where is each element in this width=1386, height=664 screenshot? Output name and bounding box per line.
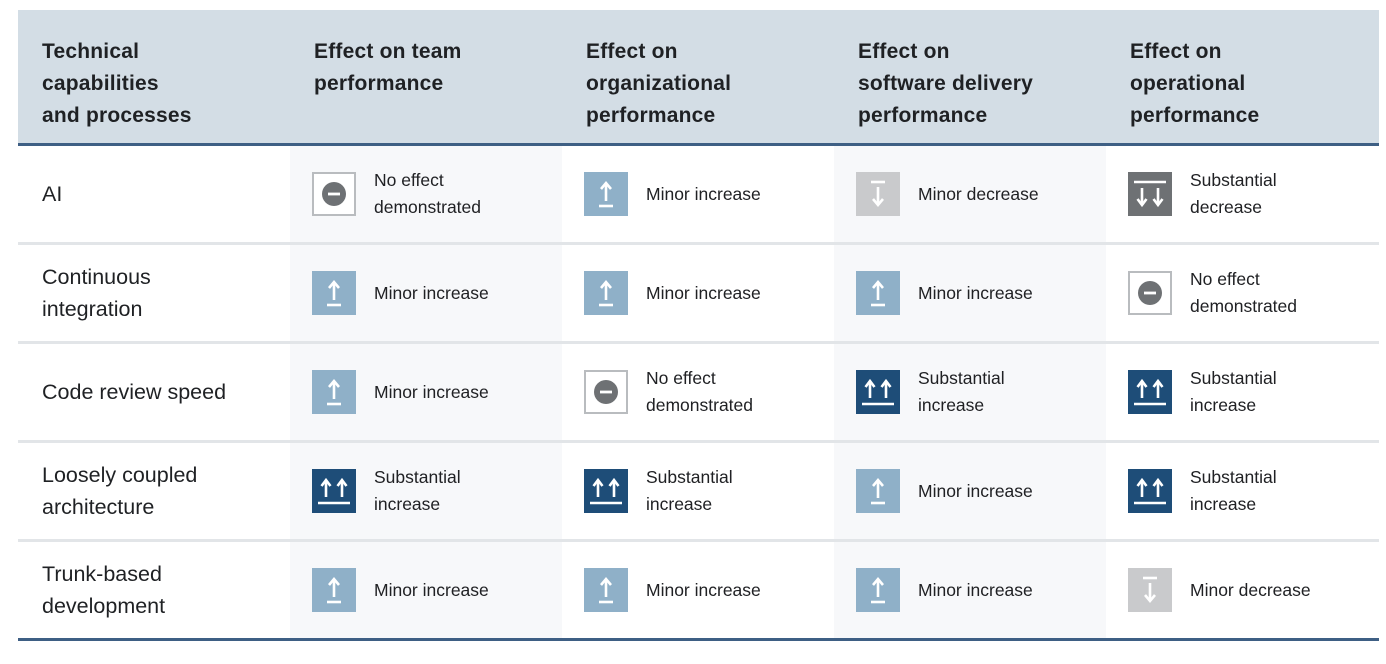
effect-cell: Minor increase [834,542,1106,638]
no-effect-icon [1128,271,1172,315]
table-row: Continuous integration Minor increase Minor… [18,245,1379,344]
effect-label: Minor increase [646,579,761,600]
effect-label: Substantial decrease [1190,170,1277,217]
header-team-performance: Effect on team performance [314,40,462,95]
minor-increase-icon [856,469,900,513]
effect-label: Minor increase [374,381,489,402]
table-row: Loosely coupled architecture Substantial in… [18,443,1379,542]
table-row: AI No effect demonstrated Minor increase Min… [18,146,1379,245]
minor-decrease-icon [1128,568,1172,612]
effect-cell: Minor increase [290,542,562,638]
header-software-delivery-performance: Effect on software delivery performance [858,40,1033,127]
row-label: Code review speed [42,380,227,404]
effect-cell: Substantial increase [562,443,834,539]
effect-cell: Substantial increase [1106,443,1379,539]
row-label: Trunk-based development [42,562,166,618]
minor-increase-icon [856,271,900,315]
minor-decrease-icon [856,172,900,216]
effect-label: Minor increase [374,579,489,600]
effect-cell: No effect demonstrated [562,344,834,440]
effect-cell: Minor increase [562,245,834,341]
minor-increase-icon [312,568,356,612]
row-label: Loosely coupled architecture [42,463,198,519]
effect-label: No effect demonstrated [1190,269,1298,316]
effect-cell: Substantial increase [290,443,562,539]
effect-label: Minor increase [918,282,1033,303]
substantial-increase-icon [1128,370,1172,414]
row-label: Continuous integration [42,265,151,321]
effect-label: No effect demonstrated [646,368,754,415]
effects-table: Technical capabilities and processes Effec… [18,10,1379,641]
minor-increase-icon [312,370,356,414]
effect-label: Minor decrease [1190,579,1311,600]
effect-label: Minor decrease [918,183,1039,204]
effect-cell: Minor increase [562,542,834,638]
effect-label: Substantial increase [374,467,461,514]
substantial-increase-icon [584,469,628,513]
minor-increase-icon [312,271,356,315]
effect-label: Minor increase [646,183,761,204]
effect-cell: Minor increase [834,443,1106,539]
effect-label: Minor increase [374,282,489,303]
substantial-increase-icon [1128,469,1172,513]
substantial-increase-icon [856,370,900,414]
effect-cell: Substantial decrease [1106,146,1379,242]
effect-cell: No effect demonstrated [1106,245,1379,341]
effect-cell: Substantial increase [1106,344,1379,440]
minor-increase-icon [584,271,628,315]
effect-label: Minor increase [646,282,761,303]
effect-cell: Substantial increase [834,344,1106,440]
row-label: AI [42,182,63,206]
header-operational-performance: Effect on operational performance [1130,40,1260,127]
minor-increase-icon [856,568,900,612]
substantial-decrease-icon [1128,172,1172,216]
table-row: Trunk-based development Minor increase Mino… [18,542,1379,641]
minor-increase-icon [584,568,628,612]
no-effect-icon [584,370,628,414]
effect-cell: Minor increase [834,245,1106,341]
effect-cell: No effect demonstrated [290,146,562,242]
effect-cell: Minor decrease [1106,542,1379,638]
effect-label: Substantial increase [1190,467,1277,514]
effect-label: Minor increase [918,480,1033,501]
effect-cell: Minor decrease [834,146,1106,242]
effect-label: Minor increase [918,579,1033,600]
effect-label: Substantial increase [918,368,1005,415]
header-organizational-performance: Effect on organizational performance [586,40,732,127]
no-effect-icon [312,172,356,216]
table-header: Technical capabilities and processes Effec… [18,10,1379,146]
header-capabilities: Technical capabilities and processes [42,40,192,127]
effect-label: No effect demonstrated [374,170,482,217]
effect-label: Substantial increase [1190,368,1277,415]
effect-cell: Minor increase [562,146,834,242]
table-row: Code review speed Minor increase No effect… [18,344,1379,443]
table-body: AI No effect demonstrated Minor increase Min… [18,146,1379,641]
effect-cell: Minor increase [290,344,562,440]
effect-cell: Minor increase [290,245,562,341]
minor-increase-icon [584,172,628,216]
substantial-increase-icon [312,469,356,513]
effect-label: Substantial increase [646,467,733,514]
